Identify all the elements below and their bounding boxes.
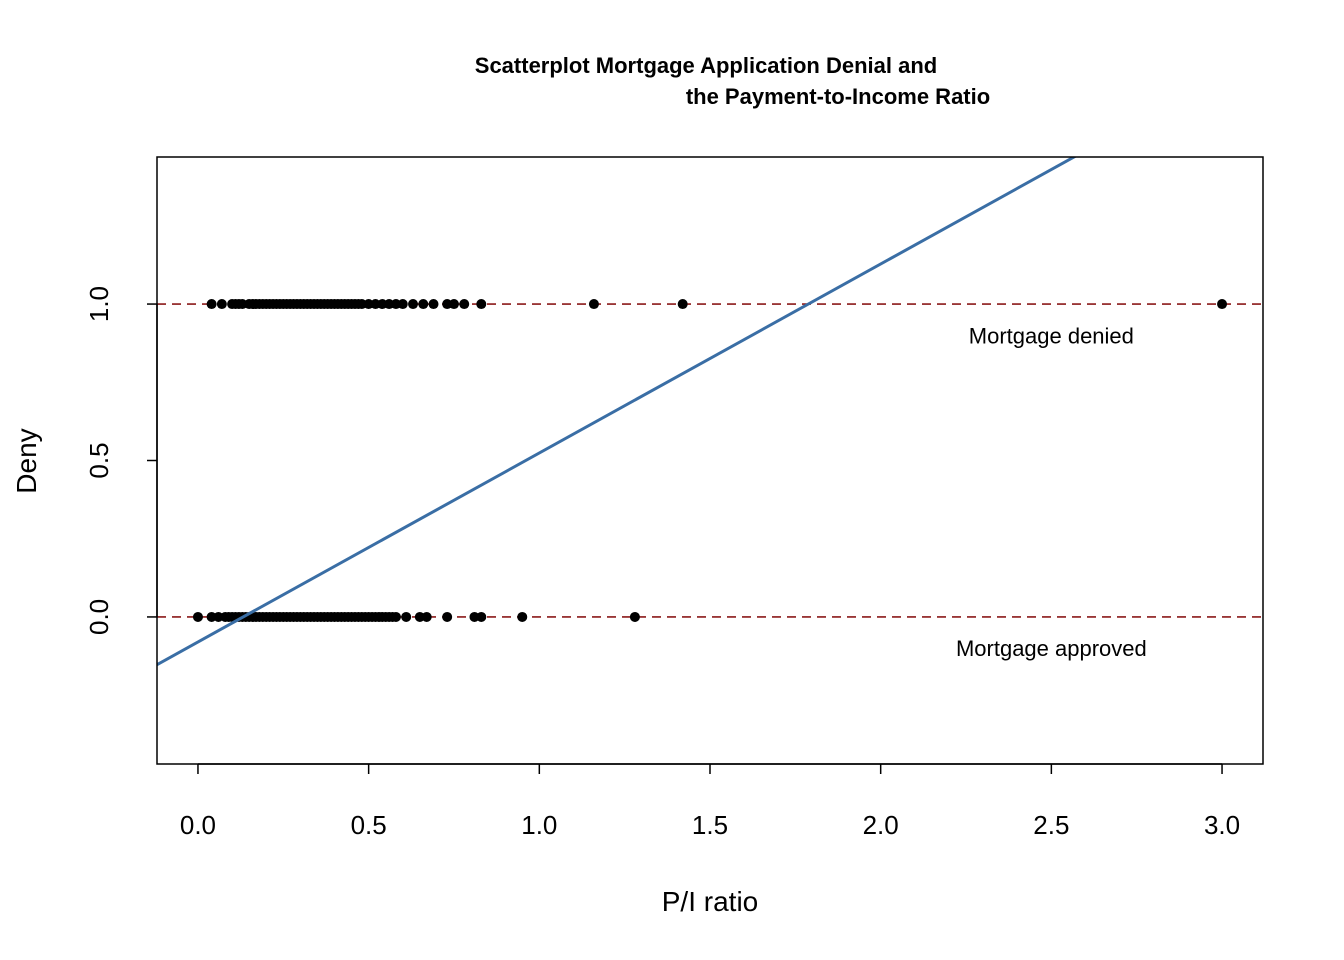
x-tick-label: 0.5 (351, 810, 387, 840)
data-point (206, 299, 217, 310)
data-point (401, 611, 412, 622)
data-points (192, 299, 1228, 622)
data-point (677, 299, 688, 310)
data-point (517, 611, 528, 622)
data-point (442, 611, 453, 622)
regression-line-layer (157, 157, 1078, 666)
x-tick-label: 1.5 (692, 810, 728, 840)
chart-title-line-1: Scatterplot Mortgage Application Denial … (475, 53, 937, 78)
data-point (428, 299, 439, 310)
data-point (1217, 299, 1228, 310)
y-tick-label: 0.0 (84, 599, 114, 635)
x-tick-label: 1.0 (521, 810, 557, 840)
data-point (397, 299, 408, 310)
x-tick-label: 3.0 (1204, 810, 1240, 840)
y-tick-label: 0.5 (84, 442, 114, 478)
data-point (216, 299, 227, 310)
annotations: Mortgage denied Mortgage approved (956, 323, 1147, 661)
plot-frame (156, 156, 1264, 765)
reference-lines (157, 303, 1263, 618)
y-axis-label: Deny (11, 428, 42, 493)
x-tick-label: 2.0 (863, 810, 899, 840)
x-axis: 0.0 0.5 1.0 1.5 2.0 2.5 3.0 (180, 763, 1240, 840)
data-point (448, 299, 459, 310)
x-tick-label: 2.5 (1033, 810, 1069, 840)
chart-title-line-2: the Payment-to-Income Ratio (686, 84, 990, 109)
y-tick-label: 1.0 (84, 286, 114, 322)
regression-line (157, 157, 1078, 666)
x-axis-label: P/I ratio (662, 886, 758, 917)
chart-title: Scatterplot Mortgage Application Denial … (475, 53, 990, 109)
y-axis: 0.0 0.5 1.0 (84, 286, 158, 635)
annotation-approved: Mortgage approved (956, 636, 1147, 661)
data-point (418, 299, 429, 310)
data-point (588, 299, 599, 310)
data-point (476, 611, 487, 622)
data-point (476, 299, 487, 310)
x-tick-label: 0.0 (180, 810, 216, 840)
data-point (459, 299, 470, 310)
annotation-denied: Mortgage denied (969, 323, 1134, 348)
data-point (192, 611, 203, 622)
data-point (408, 299, 419, 310)
data-point (629, 611, 640, 622)
data-point (390, 611, 401, 622)
data-point (421, 611, 432, 622)
